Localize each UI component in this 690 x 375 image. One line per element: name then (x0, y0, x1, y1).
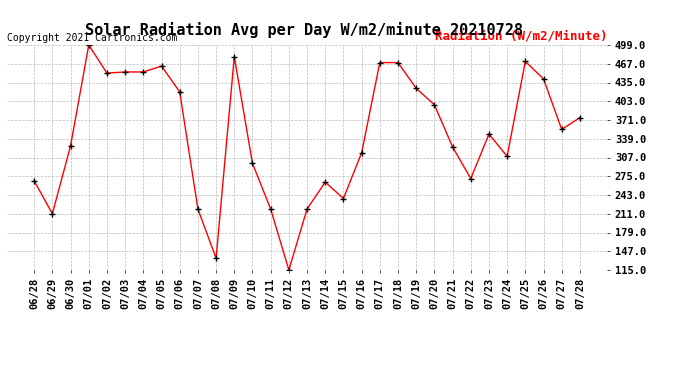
Text: Radiation (W/m2/Minute): Radiation (W/m2/Minute) (435, 30, 607, 43)
Text: Solar Radiation Avg per Day W/m2/minute 20210728: Solar Radiation Avg per Day W/m2/minute … (85, 22, 522, 39)
Text: Copyright 2021 Cartronics.com: Copyright 2021 Cartronics.com (7, 33, 177, 43)
